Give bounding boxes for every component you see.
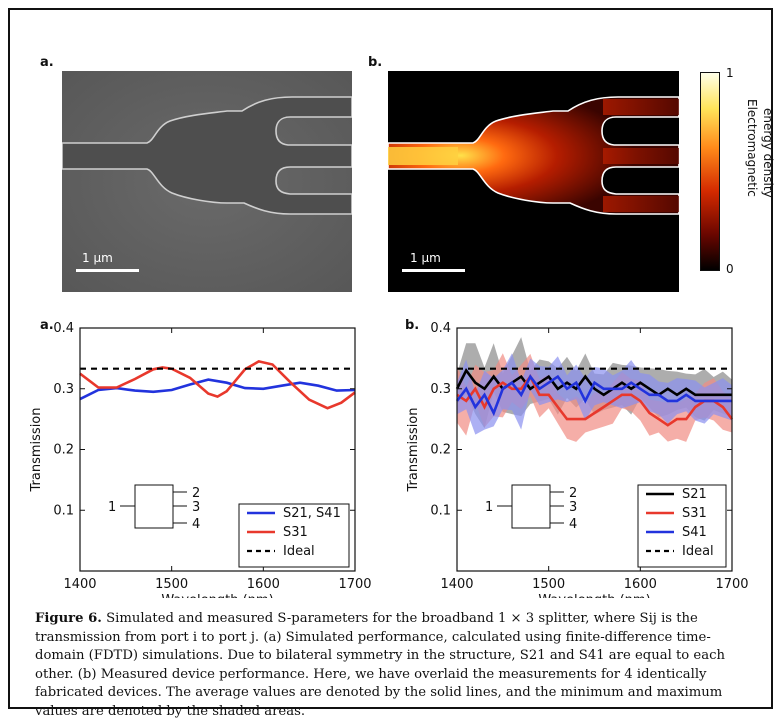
x-tick-label: 1500 <box>155 577 188 592</box>
legend-entry: S21 <box>682 487 707 502</box>
y-tick-label: 0.1 <box>53 503 74 518</box>
x-tick-label: 1600 <box>624 577 657 592</box>
y-axis-label: Transmission <box>406 408 421 493</box>
sem-waveguide-shape <box>62 96 352 215</box>
port-label: 2 <box>569 486 577 501</box>
legend-entry: S41 <box>682 525 707 540</box>
y-tick-label: 0.4 <box>53 321 74 336</box>
field-intensity-drawing <box>388 71 679 292</box>
colorbar-title: Electromagnetic energy density <box>742 96 782 246</box>
port-label: 1 <box>485 500 493 515</box>
port-label: 2 <box>192 486 200 501</box>
panel-label-bottom-a: a. <box>40 318 54 333</box>
field-scalebar-label: 1 μm <box>410 251 441 265</box>
y-tick-label: 0.3 <box>53 382 74 397</box>
x-tick-label: 1600 <box>247 577 280 592</box>
panel-label-bottom-b: b. <box>405 318 420 333</box>
colorbar-max-label: 1 <box>726 66 734 80</box>
legend-box <box>637 484 727 568</box>
splitter-schematic-box <box>134 484 174 529</box>
y-axis-label: Transmission <box>29 408 44 493</box>
caption-text: Simulated and measured S-parameters for … <box>35 611 725 719</box>
x-tick-label: 1500 <box>532 577 565 592</box>
figure-caption: Figure 6. Simulated and measured S-param… <box>35 610 760 721</box>
x-tick-label: 1700 <box>715 577 748 592</box>
sem-scalebar-label: 1 μm <box>82 251 113 265</box>
x-axis-label: Wavelength (nm) <box>538 593 650 598</box>
band-s41 <box>457 353 732 435</box>
y-tick-label: 0.2 <box>430 443 451 458</box>
series-line-s31 <box>456 374 734 427</box>
y-tick-label: 0.4 <box>430 321 451 336</box>
y-tick-label: 0.3 <box>430 382 451 397</box>
y-tick-label: 0.2 <box>53 443 74 458</box>
x-tick-label: 1700 <box>338 577 371 592</box>
port-label: 4 <box>192 517 200 532</box>
x-axis-label: Wavelength (nm) <box>161 593 273 598</box>
caption-label: Figure 6. <box>35 611 102 626</box>
sem-image: 1 μm <box>62 71 352 292</box>
legend-entry: Ideal <box>283 544 315 559</box>
x-tick-label: 1400 <box>63 577 96 592</box>
sem-scalebar <box>76 269 139 272</box>
port-label: 4 <box>569 517 577 532</box>
legend-entry: S21, S41 <box>283 506 341 521</box>
sem-device-drawing <box>62 71 352 292</box>
figure-frame <box>8 8 773 709</box>
splitter-schematic-box <box>511 484 551 529</box>
colorbar-min-label: 0 <box>726 262 734 276</box>
series-line-s31 <box>79 360 356 410</box>
colorbar-title-line2: energy density <box>761 108 775 198</box>
port-label: 3 <box>192 500 200 515</box>
legend-entry: S31 <box>682 506 707 521</box>
legend-entry: Ideal <box>682 544 714 559</box>
panel-label-top-b: b. <box>368 55 383 70</box>
chart-simulated: 0.1 0.2 0.3 0.4 1400 1500 1600 1700 Wavelength (… <box>29 321 372 598</box>
x-tick-label: 1400 <box>440 577 473 592</box>
panel-label-top-a: a. <box>40 55 54 70</box>
port-label: 1 <box>108 500 116 515</box>
series-line-s21-s41 <box>79 378 356 401</box>
y-tick-label: 0.1 <box>430 503 451 518</box>
port-label: 3 <box>569 500 577 515</box>
field-image: 1 μm <box>388 71 679 292</box>
field-scalebar <box>402 269 465 272</box>
legend-box <box>238 503 350 568</box>
chart-measured: 0.1 0.2 0.3 0.4 1400 1500 1600 1700 Wavelength (… <box>406 321 749 598</box>
colorbar <box>700 72 720 271</box>
colorbar-title-line1: Electromagnetic <box>745 99 759 197</box>
legend-entry: S31 <box>283 525 308 540</box>
series-line-s41 <box>455 374 732 417</box>
field-waveguide-shape <box>388 96 679 215</box>
